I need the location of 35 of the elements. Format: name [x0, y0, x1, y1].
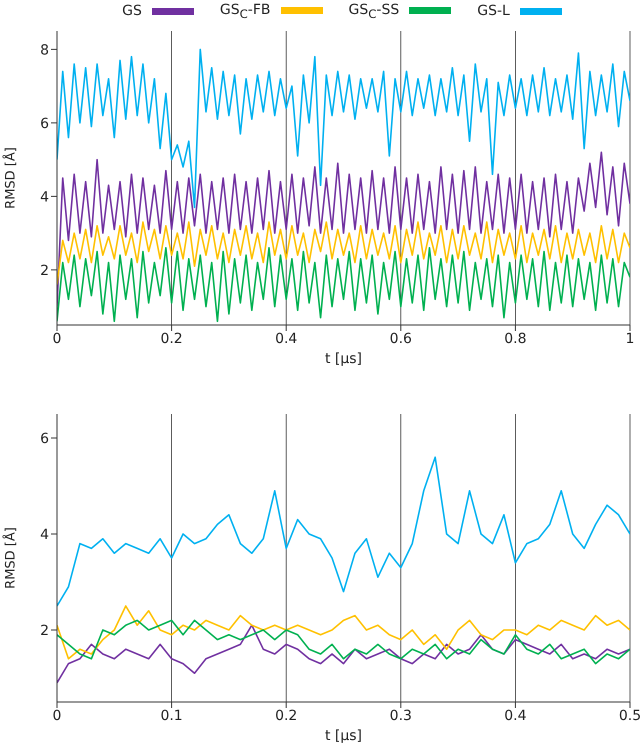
x-tick-label: 0.5 — [618, 708, 642, 724]
x-tick-label: 0.4 — [275, 330, 298, 347]
x-tick-label: 0.2 — [275, 708, 298, 724]
legend-label: GS$_{C}$-FB — [220, 2, 271, 20]
line-series — [57, 605, 630, 660]
line-series — [57, 620, 630, 664]
line-series — [57, 151, 630, 308]
x-tick-label: 0.8 — [504, 330, 527, 347]
y-tick-label: 8 — [40, 42, 49, 58]
legend-label: GS — [122, 3, 142, 19]
y-tick-label: 6 — [40, 116, 50, 132]
y-tick-label: 6 — [40, 430, 50, 447]
x-tick-label: 0.6 — [390, 330, 412, 347]
y-tick-label: 2 — [40, 262, 49, 279]
legend-label: GS$_{C}$-SS — [348, 2, 400, 20]
x-tick-label: 0.2 — [160, 330, 183, 347]
line-series — [57, 247, 630, 322]
y-tick-label: 2 — [40, 622, 49, 639]
x-tick-label: 0 — [52, 708, 62, 724]
legend-label: GS-L — [477, 3, 510, 19]
x-tick-label: 1 — [626, 330, 634, 347]
y-axis-title: RMSD [Å] — [2, 147, 19, 209]
y-tick-label: 4 — [40, 526, 50, 543]
line-series — [57, 48, 630, 208]
line-series — [57, 624, 630, 684]
line-series — [57, 456, 630, 607]
y-axis-title: RMSD [Å] — [2, 527, 19, 589]
x-tick-label: 0.1 — [160, 708, 183, 724]
x-tick-label: 0 — [52, 330, 62, 347]
x-tick-label: 0.3 — [390, 708, 412, 724]
line-series — [57, 221, 630, 286]
x-axis-title: t [μs] — [324, 351, 362, 367]
x-tick-label: 0.4 — [504, 708, 527, 724]
y-tick-label: 4 — [40, 189, 50, 206]
x-axis-title: t [μs] — [324, 728, 362, 744]
